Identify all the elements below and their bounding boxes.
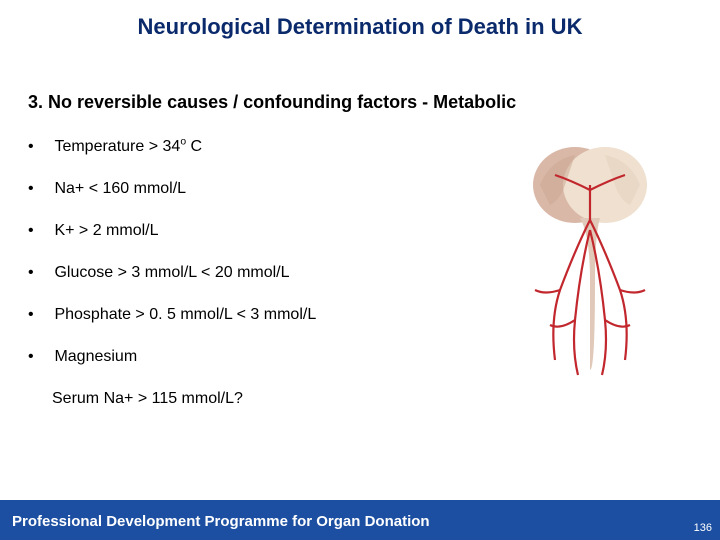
bullet-pre: K+ > 2 mmol/L — [54, 222, 158, 239]
bullet-pre: Na+ < 160 mmol/L — [54, 180, 186, 197]
spinal-stem — [580, 218, 600, 370]
bullet-text: K+ > 2 mmol/L — [54, 222, 158, 240]
footer-bar: Professional Development Programme for O… — [0, 500, 720, 540]
bullet-text: Phosphate > 0. 5 mmol/L < 3 mmol/L — [54, 306, 316, 324]
bullet-text: Glucose > 3 mmol/L < 20 mmol/L — [54, 264, 289, 282]
bullet-dot: • — [28, 222, 50, 240]
slide-title: Neurological Determination of Death in U… — [0, 14, 720, 40]
list-item: • Magnesium — [28, 348, 316, 366]
bullet-post: C — [186, 138, 202, 155]
bullet-dot: • — [28, 348, 50, 366]
bullet-dot: • — [28, 180, 50, 198]
list-item: • Na+ < 160 mmol/L — [28, 180, 316, 198]
list-item: • Temperature > 34o C — [28, 138, 316, 156]
page-number: 136 — [694, 522, 712, 534]
list-item: • Glucose > 3 mmol/L < 20 mmol/L — [28, 264, 316, 282]
bullet-pre: Temperature > 34 — [54, 138, 180, 155]
brain-svg — [520, 140, 660, 380]
list-item: • Phosphate > 0. 5 mmol/L < 3 mmol/L — [28, 306, 316, 324]
bullet-list: • Temperature > 34o C • Na+ < 160 mmol/L… — [28, 138, 316, 390]
serum-line: Serum Na+ > 115 mmol/L? — [52, 390, 243, 408]
slide-subtitle: 3. No reversible causes / confounding fa… — [28, 92, 516, 113]
bullet-pre: Magnesium — [54, 348, 137, 365]
bullet-dot: • — [28, 306, 50, 324]
bullet-text: Temperature > 34o C — [54, 138, 202, 156]
brain-vascular-illustration — [520, 140, 660, 380]
footer-text: Professional Development Programme for O… — [12, 513, 430, 530]
bullet-text: Magnesium — [54, 348, 137, 366]
bullet-dot: • — [28, 264, 50, 282]
bullet-text: Na+ < 160 mmol/L — [54, 180, 186, 198]
list-item: • K+ > 2 mmol/L — [28, 222, 316, 240]
bullet-dot: • — [28, 138, 50, 156]
bullet-pre: Glucose > 3 mmol/L < 20 mmol/L — [54, 264, 289, 281]
bullet-pre: Phosphate > 0. 5 mmol/L < 3 mmol/L — [54, 306, 316, 323]
